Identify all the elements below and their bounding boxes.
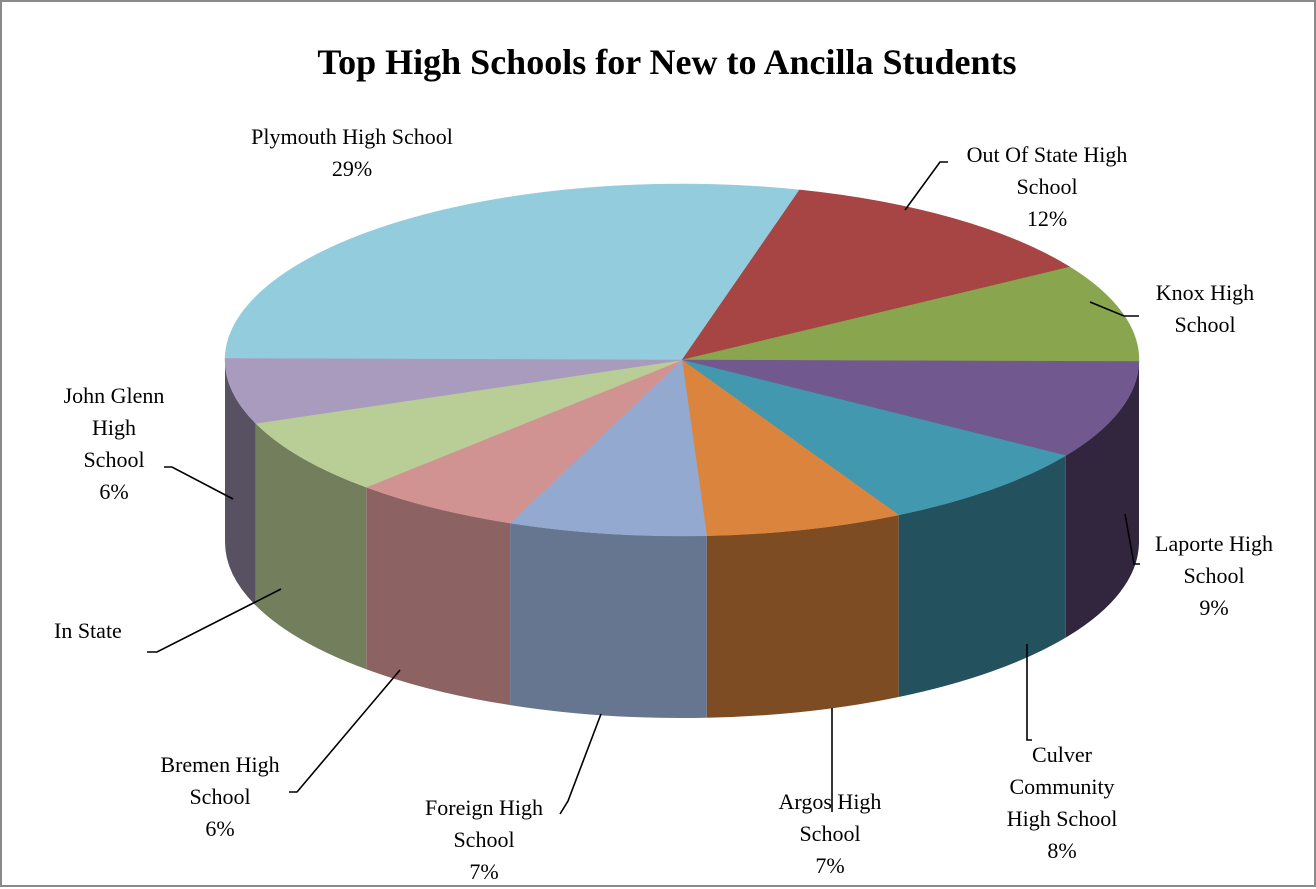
pie-side-bremen-high-school — [366, 487, 510, 705]
leader-line-john-glenn-high-school — [164, 467, 233, 499]
leader-line-out-of-state-high-school — [905, 162, 948, 210]
pie-side-foreign-high-school — [510, 523, 707, 718]
pie-side-argos-high-school — [707, 515, 899, 718]
data-label-in-state: In State — [54, 618, 122, 643]
leader-line-culver-community-high-school — [1027, 644, 1032, 740]
leader-line-in-state — [147, 589, 281, 652]
leader-line-foreign-high-school — [560, 714, 601, 814]
leader-line-bremen-high-school — [289, 670, 400, 792]
chart-title: Top High Schools for New to Ancilla Stud… — [317, 42, 1016, 82]
pie-tops — [225, 184, 1139, 536]
